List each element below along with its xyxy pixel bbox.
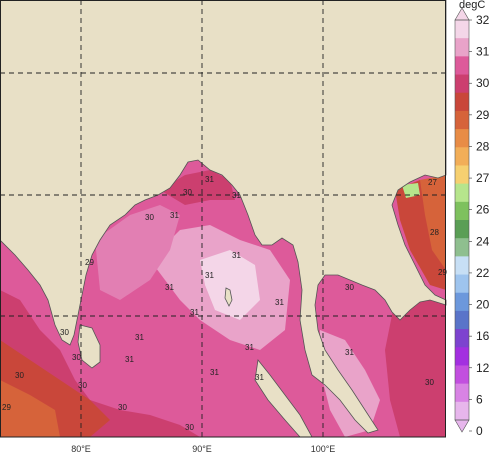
- colorbar-swatch: [455, 256, 469, 276]
- colorbar-swatch: [455, 201, 469, 221]
- colorbar-bottom-arrow: [454, 419, 470, 433]
- contour-label: 29: [85, 258, 94, 267]
- colorbar-tick-label: 22: [476, 266, 490, 280]
- land-asia: [0, 0, 447, 434]
- colorbar-swatch: [455, 38, 469, 57]
- colorbar: degC 32 31 30 29 28 27 26 24 22 20 16 12 6 0: [454, 0, 490, 438]
- colorbar-swatch: [455, 383, 469, 403]
- sst-patch-gulf-orange: [420, 175, 446, 270]
- colorbar-tick-label: 24: [476, 234, 490, 248]
- contour-label: 31: [190, 308, 199, 317]
- sst-patch-central-pale: [200, 250, 260, 320]
- contour-label: 30: [60, 328, 69, 337]
- contour-labels: 30 31 31 30 31 29 31 31 31 31 31 31 31 3…: [2, 175, 447, 432]
- contour-label: 30: [78, 381, 87, 390]
- colorbar-swatch: [455, 347, 469, 366]
- colorbar-tick-label: 32: [476, 13, 490, 27]
- contour-label: 31: [135, 333, 144, 342]
- colorbar-swatch: [455, 292, 469, 312]
- colorbar-swatch: [455, 20, 469, 39]
- colorbar-swatch: [455, 220, 469, 239]
- colorbar-tick-label: 29: [476, 108, 490, 122]
- colorbar-unit-label: degC: [459, 0, 485, 11]
- lon-label-80: 80°E: [71, 444, 91, 454]
- colorbar-swatch: [455, 147, 469, 166]
- contour-label: 30: [425, 378, 434, 387]
- colorbar-swatch: [455, 74, 469, 94]
- colorbar-tick-label: 0: [476, 424, 483, 438]
- sst-patch-west-bay: [95, 205, 180, 300]
- contour-label: 31: [125, 355, 134, 364]
- colorbar-tick-label: 12: [476, 361, 490, 375]
- colorbar-tick-label: 6: [476, 392, 483, 406]
- contour-label: 31: [245, 343, 254, 352]
- colorbar-swatch: [455, 365, 469, 385]
- colorbar-swatch: [455, 56, 469, 76]
- colorbar-swatch: [455, 183, 469, 203]
- colorbar-swatch: [455, 274, 469, 294]
- contour-label: 30: [15, 371, 24, 380]
- contour-label: 31: [165, 283, 174, 292]
- colorbar-swatch: [455, 329, 469, 348]
- contour-label: 31: [255, 373, 264, 382]
- contour-label: 27: [428, 178, 437, 187]
- contour-label: 31: [275, 298, 284, 307]
- contour-label: 28: [430, 228, 439, 237]
- graticule: [0, 0, 446, 437]
- land-andaman-islands: [224, 287, 233, 307]
- contour-label: 31: [205, 271, 214, 280]
- contour-label: 30: [72, 353, 81, 362]
- sst-patch-north-bay: [160, 170, 235, 205]
- colorbar-swatch: [455, 129, 469, 148]
- contour-label: 31: [170, 211, 179, 220]
- colorbar-tick-label: 26: [476, 203, 490, 217]
- colorbar-tick-label: 16: [476, 329, 490, 343]
- contour-label: 30: [345, 283, 354, 292]
- contour-label: 30: [118, 403, 127, 412]
- sst-patch-gulf-green: [402, 183, 420, 198]
- colorbar-tick-label: 20: [476, 298, 490, 312]
- contour-label: 31: [232, 251, 241, 260]
- colorbar-swatch: [455, 310, 469, 330]
- contour-label: 31: [345, 348, 354, 357]
- colorbar-tick-label: 30: [476, 76, 490, 90]
- lon-label-90: 90°E: [192, 444, 212, 454]
- colorbar-frame: [454, 19, 470, 421]
- contour-label: 31: [205, 175, 214, 184]
- contour-label: 29: [438, 268, 447, 277]
- sst-field: [0, 170, 446, 437]
- colorbar-swatch: [455, 165, 469, 185]
- colorbar-swatch: [455, 401, 469, 421]
- lon-label-100: 100°E: [311, 444, 336, 454]
- contour-label: 30: [185, 423, 194, 432]
- land: [0, 0, 447, 438]
- colorbar-swatch: [455, 238, 469, 257]
- contour-label: 31: [210, 368, 219, 377]
- land-sri-lanka: [77, 324, 101, 369]
- contour-label: 29: [2, 403, 11, 412]
- colorbar-tick-label: 28: [476, 139, 490, 153]
- sst-patch-east: [385, 295, 446, 437]
- colorbar-swatch: [455, 110, 469, 130]
- sst-patch-southwest-deep: [0, 380, 60, 437]
- colorbar-swatch: [455, 92, 469, 112]
- contour-label: 31: [232, 191, 241, 200]
- colorbar-tick-label: 31: [476, 45, 490, 59]
- colorbar-tick-label: 27: [476, 171, 490, 185]
- contour-label: 30: [145, 213, 154, 222]
- contour-label: 30: [183, 188, 192, 197]
- map-frame: [0, 0, 446, 438]
